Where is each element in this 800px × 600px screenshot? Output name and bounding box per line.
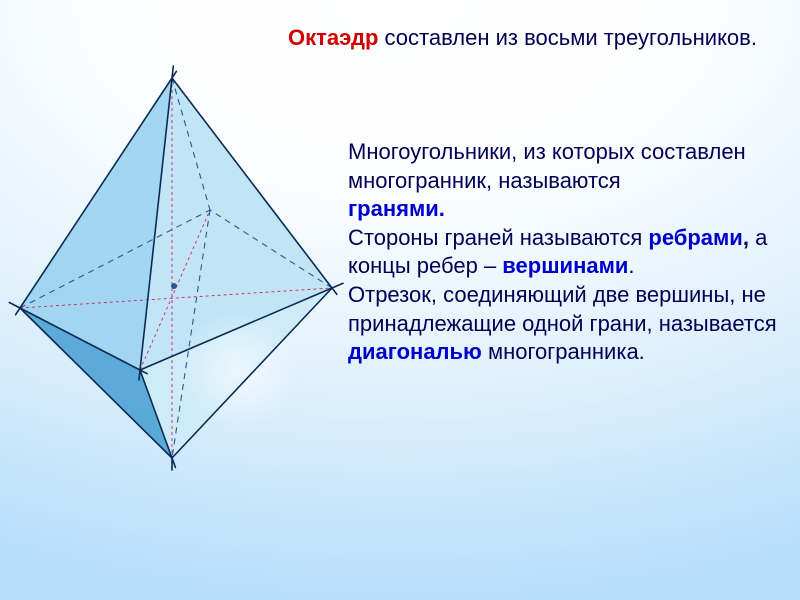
term-edges: ребрами — [648, 225, 742, 250]
octahedron-figure — [0, 60, 360, 480]
slide: Октаэдр составлен из восьми треугольнико… — [0, 0, 800, 600]
body-p2: Стороны граней называются — [348, 225, 648, 250]
body-p3b: многогранника. — [482, 339, 645, 364]
title-lead: Октаэдр — [288, 25, 378, 50]
paragraph-3: Отрезок, соединяющий две вершины, не при… — [348, 281, 778, 367]
title-rest: составлен из восьми треугольников. — [378, 25, 757, 50]
paragraph-1: Многоугольники, из которых составлен мно… — [348, 138, 778, 224]
body-p2d: . — [628, 253, 634, 278]
body-p1: Многоугольники, из которых составлен мно… — [348, 139, 746, 193]
term-vertices: вершинами — [502, 253, 628, 278]
paragraph-2: Стороны граней называются ребрами, а кон… — [348, 224, 778, 281]
term-diagonal: диагональю — [348, 339, 482, 364]
title-text: Октаэдр составлен из восьми треугольнико… — [288, 24, 758, 53]
body-text: Многоугольники, из которых составлен мно… — [348, 138, 778, 367]
body-p3: Отрезок, соединяющий две вершины, не при… — [348, 282, 777, 336]
body-p2b: , — [743, 225, 755, 250]
term-faces: гранями. — [348, 196, 445, 221]
octahedron-svg — [0, 60, 360, 480]
